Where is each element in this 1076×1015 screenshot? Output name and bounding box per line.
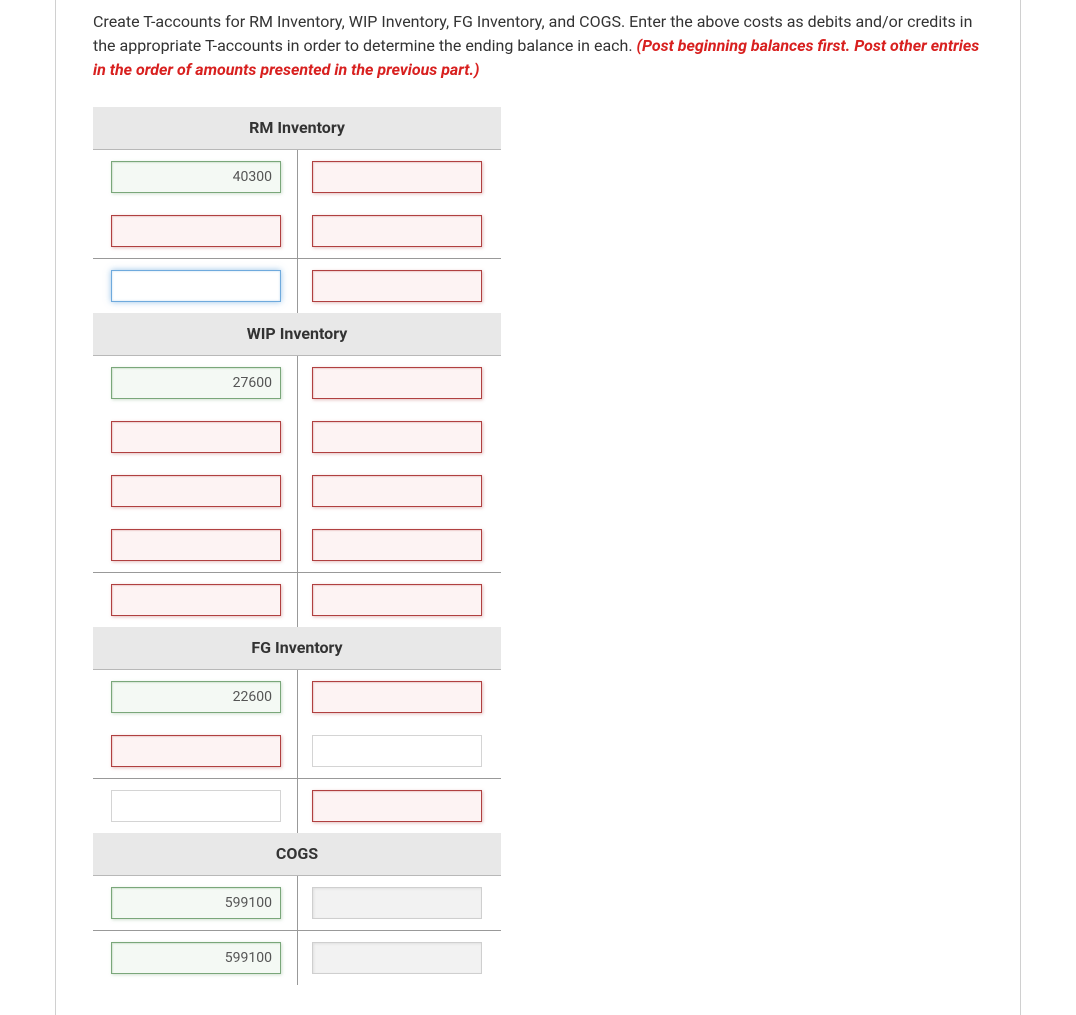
credit-cell	[297, 150, 501, 204]
credit-cell	[297, 410, 501, 464]
credit-input[interactable]	[312, 529, 482, 561]
t-account-row	[93, 410, 501, 464]
debit-cell	[93, 573, 297, 628]
debit-cell	[93, 779, 297, 834]
debit-input[interactable]	[111, 735, 281, 767]
credit-input[interactable]	[312, 735, 482, 767]
t-account-header: WIP Inventory	[93, 313, 501, 356]
t-account-header: RM Inventory	[93, 107, 501, 150]
debit-cell	[93, 518, 297, 573]
t-account-header: COGS	[93, 833, 501, 876]
debit-input[interactable]	[111, 475, 281, 507]
credit-input[interactable]	[312, 421, 482, 453]
credit-cell	[297, 204, 501, 259]
credit-cell	[297, 670, 501, 724]
t-account-row	[93, 150, 501, 204]
t-account-row	[93, 779, 501, 834]
credit-input[interactable]	[312, 270, 482, 302]
credit-cell	[297, 259, 501, 314]
t-account-row	[93, 204, 501, 259]
credit-input[interactable]	[312, 161, 482, 193]
debit-cell	[93, 464, 297, 518]
t-account-body	[93, 356, 501, 627]
credit-input[interactable]	[312, 790, 482, 822]
credit-cell	[297, 931, 501, 986]
t-account-row	[93, 573, 501, 628]
t-account: WIP Inventory	[93, 313, 501, 627]
credit-input[interactable]	[312, 475, 482, 507]
credit-cell	[297, 356, 501, 410]
t-account-row	[93, 724, 501, 779]
t-accounts-container: RM Inventory WIP Inventory FG Inventory COG…	[93, 107, 983, 985]
debit-input[interactable]	[111, 270, 281, 302]
debit-cell	[93, 670, 297, 724]
debit-cell	[93, 204, 297, 259]
debit-input[interactable]	[111, 161, 281, 193]
debit-input[interactable]	[111, 421, 281, 453]
debit-input[interactable]	[111, 887, 281, 919]
t-account-row	[93, 259, 501, 314]
t-account: FG Inventory	[93, 627, 501, 833]
credit-cell	[297, 876, 501, 931]
debit-input[interactable]	[111, 681, 281, 713]
debit-cell	[93, 876, 297, 931]
credit-input[interactable]	[312, 584, 482, 616]
t-account-row	[93, 931, 501, 986]
t-account-body	[93, 876, 501, 985]
debit-input[interactable]	[111, 215, 281, 247]
debit-cell	[93, 724, 297, 779]
credit-cell	[297, 573, 501, 628]
debit-input[interactable]	[111, 584, 281, 616]
credit-cell	[297, 518, 501, 573]
debit-cell	[93, 410, 297, 464]
t-account-row	[93, 518, 501, 573]
debit-input[interactable]	[111, 790, 281, 822]
debit-cell	[93, 931, 297, 986]
credit-input[interactable]	[312, 215, 482, 247]
debit-cell	[93, 150, 297, 204]
credit-cell	[297, 464, 501, 518]
t-account-row	[93, 356, 501, 410]
debit-cell	[93, 356, 297, 410]
debit-cell	[93, 259, 297, 314]
t-account-row	[93, 876, 501, 931]
t-account-body	[93, 670, 501, 833]
t-account-header: FG Inventory	[93, 627, 501, 670]
page-container: Create T-accounts for RM Inventory, WIP …	[55, 0, 1021, 1015]
instructions-block: Create T-accounts for RM Inventory, WIP …	[93, 10, 983, 82]
t-account-row	[93, 670, 501, 724]
t-account-row	[93, 464, 501, 518]
credit-input[interactable]	[312, 367, 482, 399]
t-account: COGS	[93, 833, 501, 985]
debit-input[interactable]	[111, 942, 281, 974]
debit-input[interactable]	[111, 367, 281, 399]
credit-input[interactable]	[312, 942, 482, 974]
credit-cell	[297, 724, 501, 779]
t-account-body	[93, 150, 501, 313]
credit-input[interactable]	[312, 887, 482, 919]
credit-input[interactable]	[312, 681, 482, 713]
credit-cell	[297, 779, 501, 834]
debit-input[interactable]	[111, 529, 281, 561]
t-account: RM Inventory	[93, 107, 501, 313]
